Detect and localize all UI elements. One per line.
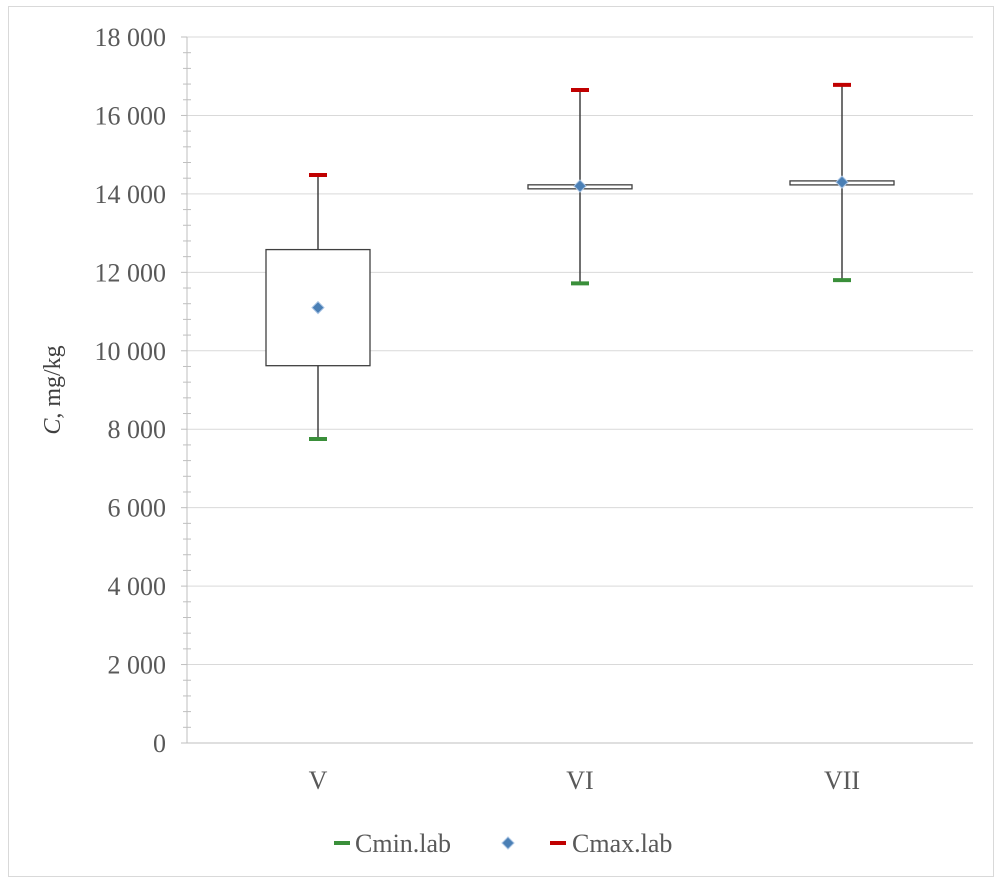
y-tick-label: 16 000: [95, 101, 167, 130]
legend-label-cmin: Cmin.lab: [355, 829, 451, 858]
y-tick-label: 4 000: [108, 572, 167, 601]
plot-marks: [265, 82, 895, 442]
y-axis-title: C, mg/kg: [40, 345, 66, 434]
y-tick-label: 2 000: [108, 651, 167, 680]
mean-marker: [573, 179, 587, 193]
category-group-VII: [789, 82, 895, 283]
x-axis: V VI VII: [187, 742, 973, 795]
chart-area: [8, 6, 994, 877]
mean-marker: [311, 300, 325, 315]
y-axis: 0 2 000 4 000 6 000 8 000 10 000 12 000 14 000 1…: [95, 23, 191, 758]
legend-item-cmax: Cmax.lab: [550, 829, 672, 858]
legend-item-cmin: Cmin.lab: [334, 829, 451, 858]
category-group-V: [265, 173, 371, 442]
x-tick-label: V: [309, 766, 328, 795]
mean-marker: [835, 175, 849, 189]
x-tick-label: VI: [566, 766, 593, 795]
category-group-VI: [527, 87, 633, 286]
y-tick-label: 0: [153, 729, 166, 758]
x-tick-label: VII: [824, 766, 860, 795]
y-tick-label: 8 000: [108, 415, 167, 444]
y-tick-label: 12 000: [95, 258, 167, 287]
legend-label-cmax: Cmax.lab: [572, 829, 672, 858]
y-axis-title-unit: , mg/kg: [40, 345, 66, 418]
legend-swatch-mean: [501, 836, 515, 850]
y-tick-label: 18 000: [95, 23, 167, 52]
y-tick-label: 14 000: [95, 180, 167, 209]
legend-item-mean: [501, 836, 515, 850]
legend: Cmin.lab Cmax.lab: [334, 829, 672, 858]
y-axis-title-symbol: C: [40, 418, 66, 435]
y-tick-label: 10 000: [95, 337, 167, 366]
y-tick-label: 6 000: [108, 494, 167, 523]
